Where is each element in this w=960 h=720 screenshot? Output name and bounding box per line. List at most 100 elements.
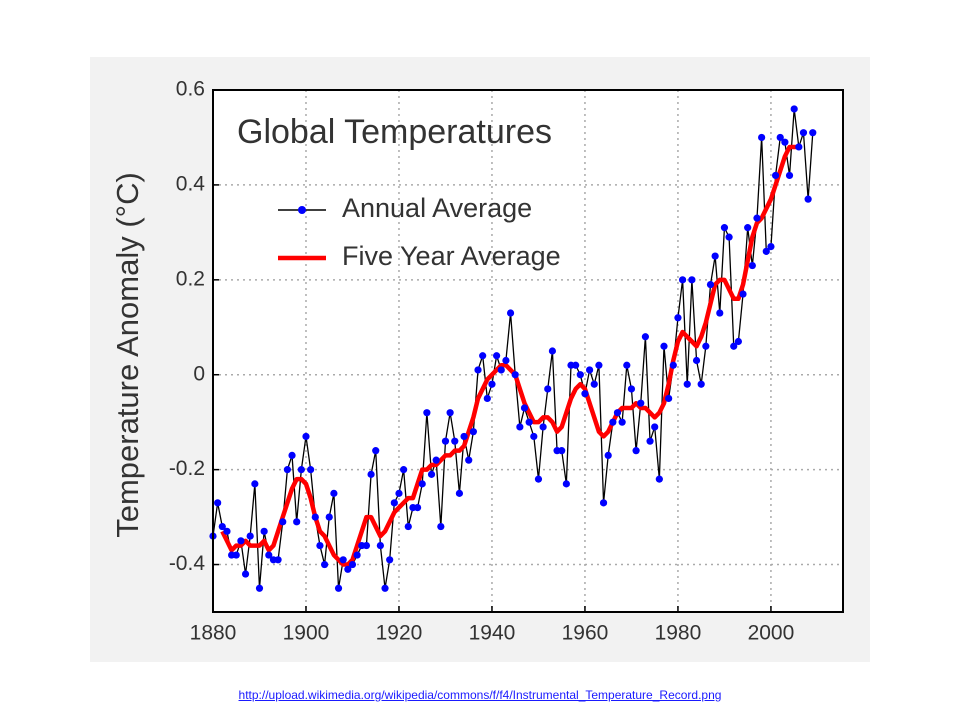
data-point <box>372 447 380 455</box>
data-point <box>441 437 450 445</box>
data-point <box>525 418 533 426</box>
data-point <box>488 380 496 388</box>
data-point <box>330 489 338 497</box>
data-point <box>334 584 343 592</box>
data-point <box>404 522 412 531</box>
x-tick-label: 1880 <box>190 622 237 645</box>
data-point <box>604 451 612 459</box>
data-point <box>627 385 636 393</box>
data-point <box>730 342 738 350</box>
data-point <box>348 560 357 569</box>
x-tick-label: 2000 <box>748 622 795 645</box>
data-point <box>390 499 398 507</box>
data-point <box>493 352 501 360</box>
data-point <box>809 129 817 137</box>
x-tick-label: 1980 <box>655 622 702 645</box>
data-point <box>307 466 315 474</box>
data-point <box>418 480 426 488</box>
data-point <box>767 243 775 251</box>
data-point <box>437 522 445 531</box>
data-point <box>339 556 347 564</box>
data-point <box>725 233 733 241</box>
data-point <box>785 171 794 180</box>
data-point <box>586 366 594 374</box>
data-point <box>758 133 766 142</box>
data-point <box>790 105 798 113</box>
data-point <box>274 556 282 564</box>
data-point <box>483 394 491 403</box>
data-point <box>455 489 464 497</box>
data-point <box>618 418 626 426</box>
data-point <box>576 371 584 379</box>
chart-title: Global Temperatures <box>237 113 552 151</box>
data-point <box>293 518 301 526</box>
data-point <box>279 518 287 526</box>
data-point <box>804 195 812 203</box>
data-point <box>260 527 268 535</box>
data-point <box>520 404 529 412</box>
data-point <box>706 280 715 289</box>
data-point <box>641 333 649 341</box>
data-point <box>223 527 231 535</box>
data-point <box>320 560 329 569</box>
data-point <box>511 371 519 379</box>
data-point <box>395 489 403 497</box>
data-point <box>302 432 310 441</box>
annual-line <box>212 108 814 589</box>
plot-frame <box>212 89 844 613</box>
data-point <box>367 470 375 478</box>
data-point <box>288 451 296 459</box>
data-point <box>544 385 552 393</box>
data-point <box>744 224 752 232</box>
data-point <box>353 551 361 559</box>
data-point <box>413 504 422 512</box>
data-point <box>692 356 701 365</box>
data-point <box>646 437 654 445</box>
data-point <box>683 380 691 388</box>
data-point <box>590 380 598 388</box>
data-point <box>665 394 673 403</box>
data-point <box>739 290 747 298</box>
data-point <box>674 314 682 322</box>
data-point <box>748 261 756 270</box>
y-axis-label: Temperature Anomaly (°C) <box>110 172 145 538</box>
data-point <box>516 423 524 431</box>
data-point <box>344 565 352 573</box>
data-point <box>451 437 459 445</box>
data-point <box>497 366 505 374</box>
data-point <box>400 466 408 474</box>
data-point <box>325 513 333 521</box>
data-point <box>530 432 538 441</box>
data-point <box>474 366 482 374</box>
y-tick-label: 0 <box>193 362 205 385</box>
data-point <box>506 309 515 317</box>
legend-marker <box>298 206 306 214</box>
data-point <box>460 432 468 441</box>
data-point <box>297 466 305 474</box>
data-point <box>427 470 436 478</box>
data-point <box>702 342 710 350</box>
data-point <box>316 541 324 550</box>
data-point <box>609 418 617 426</box>
data-point <box>781 138 789 146</box>
data-point <box>376 541 384 550</box>
data-point <box>558 447 566 455</box>
y-tick-label: 0.2 <box>176 267 205 290</box>
data-point <box>218 522 226 531</box>
data-point <box>469 428 477 436</box>
data-point <box>637 399 645 407</box>
data-point <box>241 570 250 578</box>
data-point <box>479 352 487 360</box>
data-point <box>613 409 622 417</box>
data-point <box>465 456 473 464</box>
data-point <box>697 380 705 388</box>
source-link[interactable]: http://upload.wikimedia.org/wikipedia/co… <box>238 688 722 702</box>
data-point <box>660 342 668 350</box>
data-point <box>651 423 659 431</box>
x-tick-label: 1900 <box>283 622 330 645</box>
data-point <box>599 499 608 507</box>
data-point <box>246 532 254 540</box>
data-point <box>534 475 543 483</box>
